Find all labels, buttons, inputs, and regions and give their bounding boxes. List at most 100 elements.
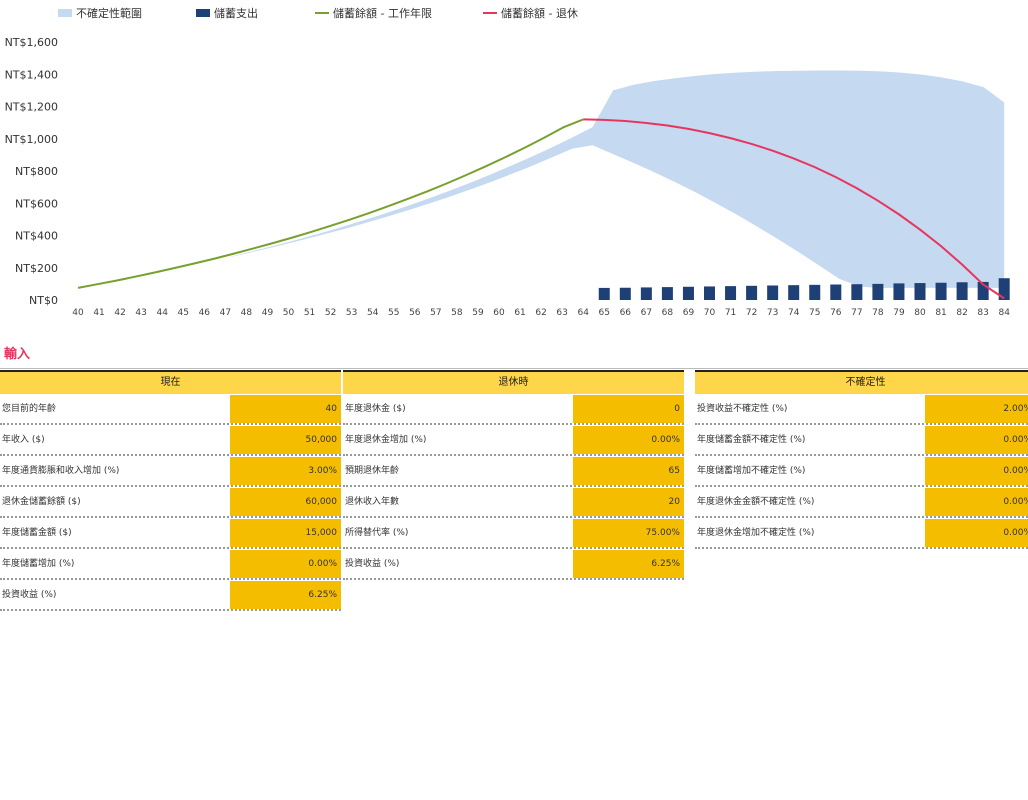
input-value-cell[interactable]: 0.00%	[230, 550, 341, 578]
x-tick-label: 81	[935, 308, 946, 318]
x-tick-label: 47	[220, 308, 231, 318]
input-value-cell[interactable]: 0.00%	[925, 488, 1028, 516]
input-value-cell[interactable]: 20	[573, 488, 684, 516]
input-value-cell[interactable]: 60,000	[230, 488, 341, 516]
x-tick-label: 83	[977, 308, 988, 318]
spending-bar	[872, 283, 884, 300]
x-tick-label: 52	[325, 308, 336, 318]
spending-bar	[682, 286, 694, 300]
x-tick-label: 43	[135, 308, 146, 318]
legend-item: 不確定性範圍	[58, 6, 142, 20]
spending-bar	[725, 286, 737, 300]
input-value-cell[interactable]: 0.00%	[925, 457, 1028, 485]
x-tick-label: 42	[114, 308, 125, 318]
input-label: 年度儲蓄增加 (%)	[2, 559, 75, 569]
input-row: 投資收益 (%) 6.25%	[343, 550, 684, 580]
input-value-cell[interactable]: 65	[573, 457, 684, 485]
y-tick-label: NT$600	[15, 197, 58, 210]
x-tick-label: 75	[809, 308, 820, 318]
x-tick-label: 55	[388, 308, 399, 318]
x-tick-label: 61	[514, 308, 525, 318]
spending-bar	[809, 284, 821, 300]
spending-bar	[767, 285, 779, 300]
input-row: 您目前的年齡 40	[0, 395, 341, 425]
x-tick-label: 50	[283, 308, 295, 318]
x-tick-label: 41	[93, 308, 104, 318]
x-tick-label: 72	[746, 308, 757, 318]
input-row: 年度儲蓄增加不確定性 (%) 0.00%	[695, 457, 1028, 487]
input-label: 預期退休年齡	[345, 466, 400, 476]
input-row: 年度儲蓄金額 ($) 15,000	[0, 519, 341, 549]
input-label: 您目前的年齡	[2, 404, 57, 414]
input-value-cell[interactable]: 75.00%	[573, 519, 684, 547]
spending-bar	[788, 285, 800, 300]
spending-bar	[998, 278, 1010, 300]
input-label: 投資收益 (%)	[345, 559, 400, 569]
x-tick-label: 48	[241, 308, 253, 318]
x-tick-label: 40	[72, 308, 84, 318]
spending-bar	[830, 284, 842, 300]
spending-bar	[640, 287, 652, 300]
x-tick-label: 67	[641, 308, 652, 318]
input-row: 年度通貨膨脹和收入增加 (%) 3.00%	[0, 457, 341, 487]
legend-label: 不確定性範圍	[76, 6, 142, 20]
x-tick-label: 60	[493, 308, 505, 318]
input-value-cell[interactable]: 6.25%	[573, 550, 684, 578]
retirement-savings-chart: 不確定性範圍 儲蓄支出 儲蓄餘額 - 工作年限 儲蓄餘額 - 退休 NT$0 NT$20…	[5, 6, 1011, 318]
y-tick-label: NT$800	[15, 165, 58, 178]
input-value-cell[interactable]: 3.00%	[230, 457, 341, 485]
input-panel: 現在 您目前的年齡 40 年收入 ($) 50,000 年度通貨膨脹和收入增加 (%) 3.…	[0, 370, 341, 611]
input-value-cell[interactable]: 40	[230, 395, 341, 423]
input-value-cell[interactable]: 0.00%	[925, 426, 1028, 454]
x-tick-label: 62	[535, 308, 546, 318]
input-label: 年度儲蓄增加不確定性 (%)	[697, 466, 806, 476]
input-label: 退休收入年數	[345, 497, 400, 507]
x-tick-label: 59	[472, 308, 484, 318]
x-tick-label: 84	[998, 308, 1010, 318]
x-axis: 40 41 42 43 44 45 46 47 48 49 50 51 52 53 54 55 56 57 58 59…	[72, 308, 1010, 318]
input-label: 年度退休金 ($)	[345, 404, 406, 414]
x-tick-label: 44	[156, 308, 168, 318]
input-value-cell[interactable]: 0	[573, 395, 684, 423]
y-tick-label: NT$1,600	[5, 36, 58, 49]
spending-bar	[956, 282, 968, 300]
input-row: 預期退休年齡 65	[343, 457, 684, 487]
chart-legend: 不確定性範圍 儲蓄支出 儲蓄餘額 - 工作年限 儲蓄餘額 - 退休	[58, 6, 578, 20]
x-tick-label: 70	[704, 308, 716, 318]
working-balance-line	[77, 118, 584, 289]
input-label: 所得替代率 (%)	[345, 528, 409, 538]
y-tick-label: NT$1,000	[5, 133, 58, 146]
input-label: 退休金儲蓄餘額 ($)	[2, 497, 81, 507]
input-value-cell[interactable]: 50,000	[230, 426, 341, 454]
legend-label: 儲蓄支出	[214, 6, 258, 20]
legend-item: 儲蓄餘額 - 退休	[483, 6, 578, 20]
input-value-cell[interactable]: 0.00%	[573, 426, 684, 454]
legend-item: 儲蓄餘額 - 工作年限	[315, 6, 432, 20]
input-value-cell[interactable]: 2.00%	[925, 395, 1028, 423]
x-tick-label: 56	[409, 308, 421, 318]
x-tick-label: 71	[725, 308, 736, 318]
input-value-cell[interactable]: 15,000	[230, 519, 341, 547]
input-panel: 退休時 年度退休金 ($) 0 年度退休金增加 (%) 0.00% 預期退休年齡 65 退休收…	[343, 370, 684, 580]
y-tick-label: NT$1,200	[5, 101, 58, 114]
input-value-cell[interactable]: 0.00%	[925, 519, 1028, 547]
panel-header: 退休時	[343, 370, 684, 394]
legend-swatch	[196, 9, 210, 17]
input-value-cell[interactable]: 6.25%	[230, 581, 341, 609]
spending-bar	[704, 286, 715, 300]
panel-header: 不確定性	[695, 370, 1028, 394]
input-label: 年度儲蓄金額 ($)	[2, 528, 72, 538]
x-tick-label: 77	[851, 308, 862, 318]
input-row: 年度儲蓄金額不確定性 (%) 0.00%	[695, 426, 1028, 456]
y-axis: NT$0 NT$200 NT$400 NT$600 NT$800 NT$1,000 NT$1…	[5, 36, 58, 307]
x-tick-label: 64	[577, 308, 589, 318]
x-tick-label: 68	[662, 308, 674, 318]
spending-bar	[977, 281, 989, 300]
inputs-section-title: 輸入	[4, 347, 31, 362]
input-row: 退休金儲蓄餘額 ($) 60,000	[0, 488, 341, 518]
input-row: 年度退休金增加不確定性 (%) 0.00%	[695, 519, 1028, 549]
input-row: 年收入 ($) 50,000	[0, 426, 341, 456]
x-tick-label: 76	[830, 308, 842, 318]
x-tick-label: 51	[304, 308, 315, 318]
